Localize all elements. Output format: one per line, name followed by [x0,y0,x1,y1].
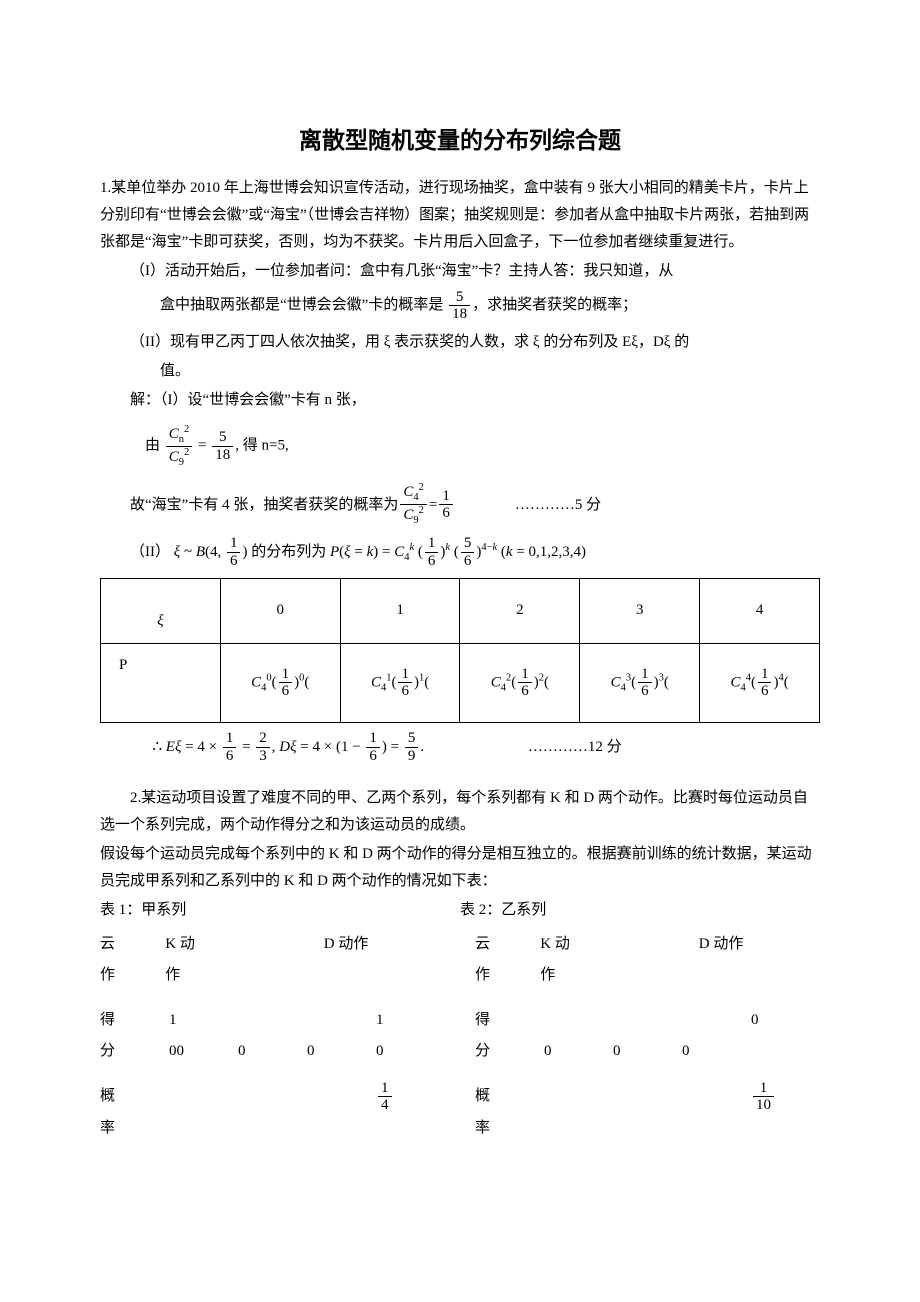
table-row: ξ 0 1 2 3 4 [101,578,820,643]
series-tables: 云 K 动 D 动作 作 作 得 1 1 分 00 0 0 0 概 14 [100,928,820,1157]
q1-equation1: 由 Cn2 C92 = 5 18 , 得 n=5, [145,424,820,468]
q1-part1-pre: 盒中抽取两张都是“世博会会徽”卡的概率是 [160,297,443,313]
q1-final-eq: ∴ Eξ = 4 × 16 = 23, Dξ = 4 × (1 − 16) = … [100,729,820,765]
q2-intro2: 假设每个运动员完成每个系列中的 K 和 D 两个动作的得分是相互独立的。根据赛前… [100,841,820,895]
table2-caption: 表 2：乙系列 [460,897,820,924]
q1-part2-sol: （II） ξ ~ B(4, 16) 的分布列为 P(ξ = k) = C4k (… [100,533,820,572]
page-title: 离散型随机变量的分布列综合题 [100,120,820,161]
q1-sol-label: 解：（I）设“世博会会徽”卡有 n 张， [100,387,820,414]
q1-part2-q: （II）现有甲乙丙丁四人依次抽奖，用 ξ 表示获奖的人数，求 ξ 的分布列及 E… [100,329,820,356]
q1-part2-q-b: 值。 [100,358,820,385]
table1-caption: 表 1：甲系列 [100,897,460,924]
q1-intro: 1.某单位举办 2010 年上海世博会知识宣传活动，进行现场抽奖，盒中装有 9 … [100,175,820,256]
distribution-table: ξ 0 1 2 3 4 P C40(16)0( C41(16)1( C42(16… [100,578,820,723]
q1-sol-result: 故“海宝”卡有 4 张，抽奖者获奖的概率为 C42 C92 = 1 6 …………… [100,482,820,526]
series2-block: 云 K 动 D 动作 作 作 得 0 分 0 0 0 概 110 率 [475,928,820,1157]
score-5: …………5 分 [515,487,601,523]
q1-part1-post: ，求抽奖者获奖的概率； [472,297,637,313]
q1-part1-line1: （I）活动开始后，一位参加者问：盒中有几张“海宝”卡？主持人答：我只知道，从 [100,258,820,285]
series1-block: 云 K 动 D 动作 作 作 得 1 1 分 00 0 0 0 概 14 [100,928,445,1157]
q2-intro: 2.某运动项目设置了难度不同的甲、乙两个系列，每个系列都有 K 和 D 两个动作… [100,785,820,839]
table-row: P C40(16)0( C41(16)1( C42(16)2( C43(16)3… [101,643,820,722]
q1-part1-line2: 盒中抽取两张都是“世博会会徽”卡的概率是 5 18 ，求抽奖者获奖的概率； [100,287,820,323]
frac-5-18: 5 18 [449,289,470,323]
score-12: …………12 分 [528,729,622,765]
